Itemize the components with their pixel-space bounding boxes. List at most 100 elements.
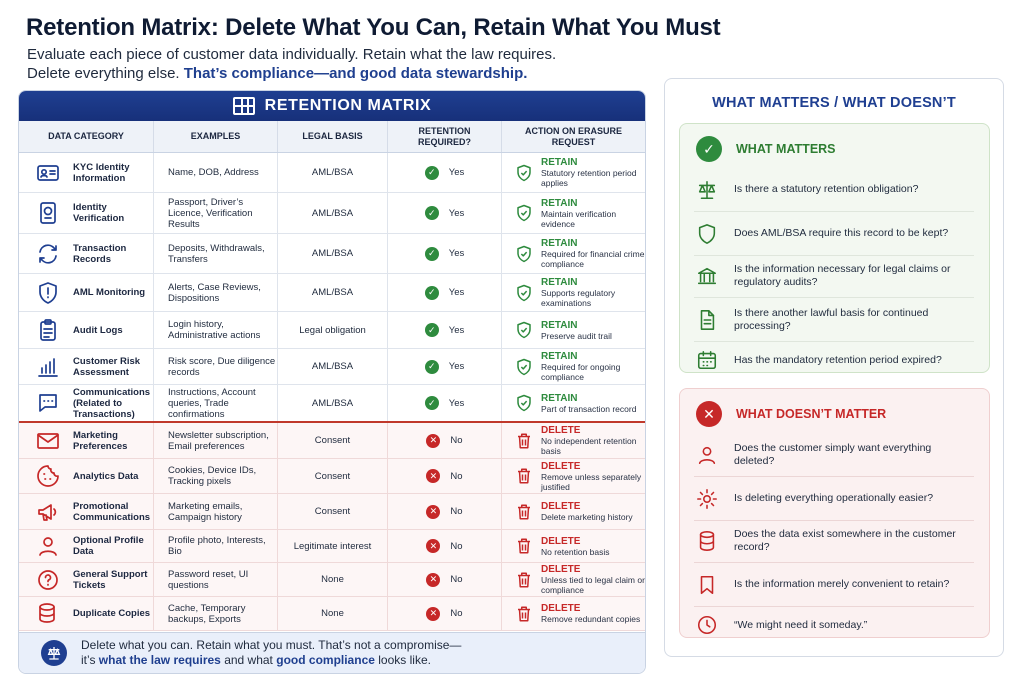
action-keyword: RETAIN: [541, 157, 578, 168]
column-header-category: DATA CATEGORY: [19, 121, 154, 152]
person-icon: [35, 533, 61, 559]
bookmark-icon: [694, 572, 720, 598]
row-action: RETAIN Preserve audit trail: [502, 312, 645, 348]
footer-text-a: it’s: [81, 653, 96, 667]
row-action: DELETE Unless tied to legal claim or comp…: [502, 563, 645, 596]
category-label: Communications (Related to Transactions): [73, 386, 151, 420]
subtitle-highlight: That’s compliance—and good data stewards…: [183, 65, 528, 82]
row-category: KYC Identity Information: [19, 153, 154, 192]
table-row: Transaction Records Deposits, Withdrawals…: [19, 234, 645, 274]
row-examples: Risk score, Due diligence records: [154, 349, 278, 384]
row-category: AML Monitoring: [19, 274, 154, 311]
row-action: DELETE Remove redundant copies: [502, 597, 645, 630]
footer-highlight-law: what the law requires: [98, 653, 221, 667]
action-detail: No retention basis: [541, 546, 610, 557]
action-keyword: RETAIN: [541, 277, 578, 288]
row-retention-required: ✓ Yes: [388, 312, 502, 348]
row-retention-required: ✕ No: [388, 459, 502, 493]
category-label: Audit Logs: [73, 324, 123, 336]
subtitle-line-1: Evaluate each piece of customer data ind…: [27, 46, 557, 63]
x-circle-icon: ✕: [426, 539, 441, 553]
trash-icon: [518, 538, 530, 554]
footer-text-c: and what: [224, 653, 273, 667]
row-examples: Newsletter subscription, Email preferenc…: [154, 423, 278, 458]
table-row: KYC Identity Information Name, DOB, Addre…: [19, 153, 645, 193]
row-category: Analytics Data: [19, 459, 154, 493]
what-doesnt-matter-box: ✕ WHAT DOESN’T MATTER Does the customer …: [679, 388, 990, 638]
required-value: Yes: [448, 361, 465, 372]
shield-check-icon: [517, 321, 531, 339]
required-value: Yes: [448, 167, 465, 178]
subtitle-line-2: Delete everything else. That’s complianc…: [27, 65, 527, 82]
what-doesnt-title: WHAT DOESN’T MATTER: [736, 407, 887, 421]
table-row: Duplicate Copies Cache, Temporary backups…: [19, 597, 645, 631]
checklist-item: Does AML/BSA require this record to be k…: [694, 212, 974, 256]
required-value: No: [450, 506, 463, 517]
action-keyword: DELETE: [541, 603, 581, 614]
action-keyword: RETAIN: [541, 392, 578, 404]
check-circle-icon: ✓: [424, 285, 439, 300]
row-legal-basis: Legitimate interest: [278, 530, 388, 562]
footer-text-e: looks like.: [378, 653, 431, 667]
row-examples: Marketing emails, Campaign history: [154, 494, 278, 529]
check-circle-icon: ✓: [424, 359, 439, 374]
trash-icon: [518, 504, 530, 519]
check-circle-icon: ✓: [424, 206, 439, 220]
trash-icon: [518, 468, 530, 484]
trash-icon: [518, 606, 530, 621]
action-detail: Required for ongoing compliance: [541, 362, 621, 382]
table-row: Audit Logs Login history, Administrative …: [19, 312, 645, 349]
checklist-item-text: Is there another lawful basis for contin…: [734, 306, 929, 332]
required-value: No: [450, 574, 463, 585]
row-examples: Instructions, Account queries, Trade con…: [154, 385, 278, 421]
row-examples: Cookies, Device IDs, Tracking pixels: [154, 459, 278, 493]
what-doesnt-heading: ✕ WHAT DOESN’T MATTER: [696, 401, 886, 427]
footer-line-2: it’s what the law requires and what good…: [81, 653, 461, 668]
table-row: Communications (Related to Transactions)…: [19, 385, 645, 423]
row-action: RETAIN Required for ongoing compliance: [502, 349, 645, 384]
row-category: Transaction Records: [19, 234, 154, 273]
required-value: Yes: [448, 207, 465, 219]
passport-icon: [35, 200, 61, 226]
checklist-item: Is deleting everything operationally eas…: [694, 477, 974, 521]
action-detail: Delete marketing history: [541, 512, 633, 522]
trash-icon: [518, 572, 530, 587]
cookie-icon: [35, 463, 61, 489]
question-bubble-icon: [35, 567, 61, 593]
row-action: DELETE Remove unless separately justified: [502, 459, 645, 493]
what-matters-title: WHAT MATTERS: [736, 142, 836, 156]
chat-bubble-icon: [35, 390, 61, 416]
checklist-item-text: “We might need it someday.”: [734, 618, 868, 631]
database-icon: [694, 528, 720, 554]
subtitle-plain: Delete everything else.: [27, 65, 180, 82]
check-circle-icon: ✓: [424, 165, 439, 180]
page-title: Retention Matrix: Delete What You Can, R…: [26, 14, 721, 41]
person-icon: [694, 442, 720, 468]
row-category: Audit Logs: [19, 312, 154, 348]
shield-check-icon: [517, 245, 531, 262]
row-action: DELETE Delete marketing history: [502, 494, 645, 529]
scales-icon: [41, 640, 67, 666]
row-legal-basis: Consent: [278, 494, 388, 529]
table-row: Optional Profile Data Profile photo, Inte…: [19, 530, 645, 563]
x-circle-icon: ✕: [426, 469, 441, 483]
row-category: Optional Profile Data: [19, 530, 154, 562]
row-category: Identity Verification: [19, 193, 154, 233]
column-header-action: ACTION ON ERASURE REQUEST: [524, 125, 622, 147]
shield-alert-icon: [35, 280, 61, 306]
check-circle-icon: ✓: [424, 323, 439, 337]
table-row: Promotional Communications Marketing emai…: [19, 494, 645, 530]
row-category: Marketing Preferences: [19, 423, 154, 458]
category-label: AML Monitoring: [73, 287, 146, 298]
matrix-rows: KYC Identity Information Name, DOB, Addre…: [19, 153, 645, 631]
table-row: Analytics Data Cookies, Device IDs, Track…: [19, 459, 645, 494]
matrix-footer: Delete what you can. Retain what you mus…: [19, 632, 645, 673]
action-keyword: RETAIN: [541, 319, 578, 331]
action-detail: Remove redundant copies: [541, 614, 641, 624]
row-category: Duplicate Copies: [19, 597, 154, 630]
matters-panel: WHAT MATTERS / WHAT DOESN’T ✓ WHAT MATTE…: [664, 78, 1004, 657]
row-legal-basis: AML/BSA: [278, 274, 388, 311]
gear-icon: [694, 486, 720, 512]
matrix-column-headers: DATA CATEGORY EXAMPLES LEGAL BASIS RETEN…: [19, 121, 645, 153]
column-header-basis: LEGAL BASIS: [278, 121, 388, 152]
